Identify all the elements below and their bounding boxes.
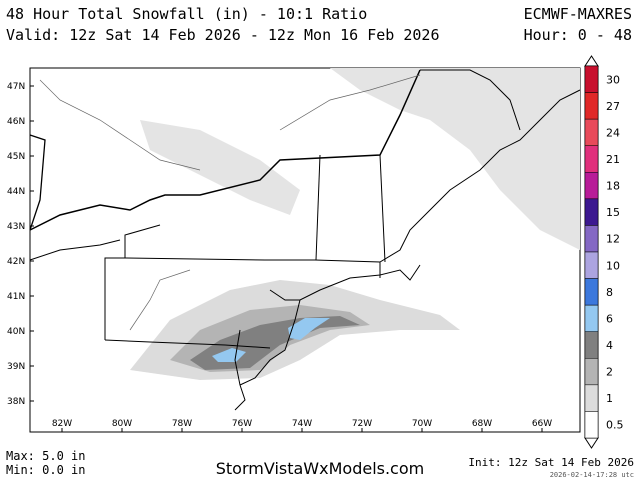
rivers-lakes xyxy=(39,74,421,331)
colorbar-swatch xyxy=(584,65,599,93)
colorbar-label: 27 xyxy=(606,100,620,113)
colorbar-swatch xyxy=(584,384,599,412)
lat-label: 44N xyxy=(7,187,25,197)
colorbar-swatch xyxy=(584,172,599,200)
colorbar-label: 1 xyxy=(606,392,613,405)
snow-area xyxy=(140,120,300,215)
snow-area xyxy=(288,318,330,340)
colorbar-swatch xyxy=(584,145,599,173)
lat-label: 46N xyxy=(7,117,25,127)
lat-label: 38N xyxy=(7,397,25,407)
init-time: Init: 12z Sat 14 Feb 2026 xyxy=(468,456,634,469)
colorbar-label: 10 xyxy=(606,259,620,272)
colorbar-label: 30 xyxy=(606,73,620,86)
lon-label: 76W xyxy=(232,419,252,429)
colorbar-label: 15 xyxy=(606,206,620,219)
colorbar-swatch xyxy=(584,118,599,146)
site-name: StormVistaWxModels.com xyxy=(216,459,424,478)
title: 48 Hour Total Snowfall (in) - 10:1 Ratio xyxy=(6,5,367,23)
colorbar-label: 18 xyxy=(606,180,620,193)
lat-label: 45N xyxy=(7,152,25,162)
lon-label: 80W xyxy=(112,419,132,429)
colorbar-swatch xyxy=(584,225,599,253)
max-value: Max: 5.0 in xyxy=(6,449,85,463)
lon-label: 74W xyxy=(292,419,312,429)
colorbar-swatch xyxy=(584,251,599,279)
lon-label: 82W xyxy=(52,419,72,429)
lat-label: 39N xyxy=(7,362,25,372)
lon-label: 70W xyxy=(412,419,432,429)
colorbar-arrow xyxy=(584,437,599,449)
timestamp: 2026-02-14-17:28 utc xyxy=(550,471,634,479)
lat-label: 43N xyxy=(7,222,25,232)
lat-label: 47N xyxy=(7,82,25,92)
lat-label: 42N xyxy=(7,257,25,267)
model: ECMWF-MAXRES xyxy=(524,5,632,23)
colorbar-label: 0.5 xyxy=(606,419,624,432)
colorbar-swatch xyxy=(584,92,599,120)
snow-area xyxy=(212,348,246,362)
lon-label: 66W xyxy=(532,419,552,429)
lon-label: 68W xyxy=(472,419,492,429)
map: 47N 46N 45N 44N 43N 42N 41N 40N 39N 38N 82W 80W 78W 7… xyxy=(7,67,581,433)
colorbar-label: 24 xyxy=(606,126,620,139)
lon-label: 78W xyxy=(172,419,192,429)
boundaries xyxy=(29,69,581,411)
colorbar-label: 12 xyxy=(606,233,620,246)
colorbar-swatch xyxy=(584,358,599,386)
colorbar-swatch xyxy=(584,331,599,359)
lat-label: 41N xyxy=(7,292,25,302)
colorbar-label: 21 xyxy=(606,153,620,166)
colorbar-arrow xyxy=(584,55,599,67)
lat-label: 40N xyxy=(7,327,25,337)
colorbar-label: 8 xyxy=(606,286,613,299)
valid-time: Valid: 12z Sat 14 Feb 2026 - 12z Mon 16 … xyxy=(6,26,439,44)
hour-range: Hour: 0 - 48 xyxy=(524,26,632,44)
lon-label: 72W xyxy=(352,419,372,429)
colorbar-label: 2 xyxy=(606,366,613,379)
colorbar-swatch xyxy=(584,198,599,226)
snow-area xyxy=(330,68,580,250)
colorbar-label: 4 xyxy=(606,339,613,352)
colorbar-swatch xyxy=(584,304,599,332)
colorbar-swatch xyxy=(584,278,599,306)
colorbar-swatch xyxy=(584,411,599,439)
min-value: Min: 0.0 in xyxy=(6,463,85,477)
colorbar-label: 6 xyxy=(606,312,613,325)
